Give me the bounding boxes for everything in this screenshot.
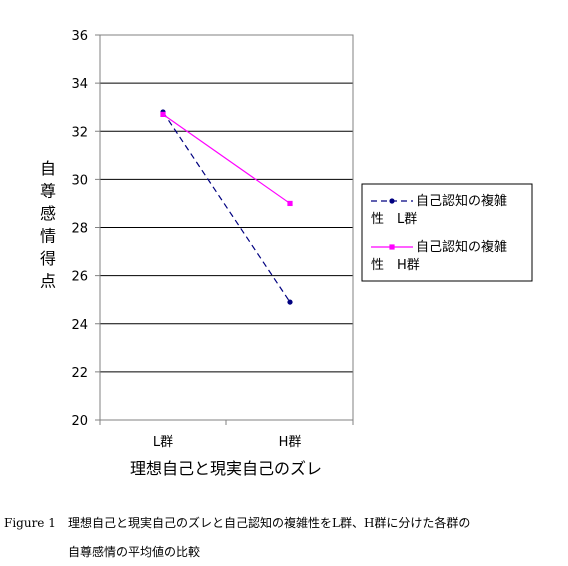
series-line <box>162 113 291 204</box>
y-axis-label-char: 情 <box>40 227 56 246</box>
y-tick-label: 28 <box>71 222 88 237</box>
y-tick-label: 24 <box>71 318 88 333</box>
y-tick-label: 22 <box>71 366 88 381</box>
y-axis-label-char: 尊 <box>40 182 56 201</box>
legend-swatch-marker <box>389 198 395 204</box>
caption-text-line1: 理想自己と現実自己のズレと自己認知の複雑性をL群、H群に分けた各群の <box>68 516 471 530</box>
y-axis-label-char: 自 <box>40 159 56 178</box>
legend-label-line: 自己認知の複雑 <box>416 193 507 209</box>
x-tick-label: L群 <box>153 435 173 450</box>
series-2 <box>160 111 293 207</box>
series-line <box>162 111 291 303</box>
data-point <box>287 299 293 305</box>
y-axis-label-char: 感 <box>40 204 56 223</box>
y-tick-label: 26 <box>71 270 88 285</box>
x-axis-ticks: L群 H群 <box>99 420 354 450</box>
x-tick-label: H群 <box>279 435 302 450</box>
legend-swatch-marker <box>389 244 395 250</box>
figure-number: Figure 1 <box>4 516 56 530</box>
series-layer <box>160 109 293 305</box>
legend-entry-1: 自己認知の複雑性 L群 <box>371 193 507 227</box>
y-tick-label: 36 <box>71 29 88 44</box>
figure-caption-line2: 自尊感情の平均値の比較 <box>68 545 201 559</box>
legend-label-line: 性 H群 <box>371 258 420 273</box>
y-tick-label: 32 <box>71 125 88 140</box>
chart: 20 22 24 26 28 30 32 34 36 L群 H群 理想自己と現実自己のズレ 自尊感… <box>40 29 533 478</box>
y-tick-label: 34 <box>71 77 88 92</box>
x-axis-label: 理想自己と現実自己のズレ <box>130 459 322 478</box>
y-tick-label: 20 <box>71 414 88 429</box>
legend-label-line: 性 L群 <box>371 212 417 227</box>
legend-label-line: 自己認知の複雑 <box>416 239 507 255</box>
y-axis-ticks: 20 22 24 26 28 30 32 34 36 <box>71 29 100 429</box>
y-axis-label-char: 点 <box>40 272 56 291</box>
data-point <box>287 200 293 207</box>
legend-entry-2: 自己認知の複雑性 H群 <box>371 239 507 273</box>
figure-caption-line1: Figure 1 理想自己と現実自己のズレと自己認知の複雑性をL群、H群に分けた各… <box>4 514 470 531</box>
y-tick-label: 30 <box>71 173 88 188</box>
y-axis-label-char: 得 <box>40 249 56 268</box>
data-point <box>160 111 166 118</box>
gridlines <box>100 82 353 373</box>
